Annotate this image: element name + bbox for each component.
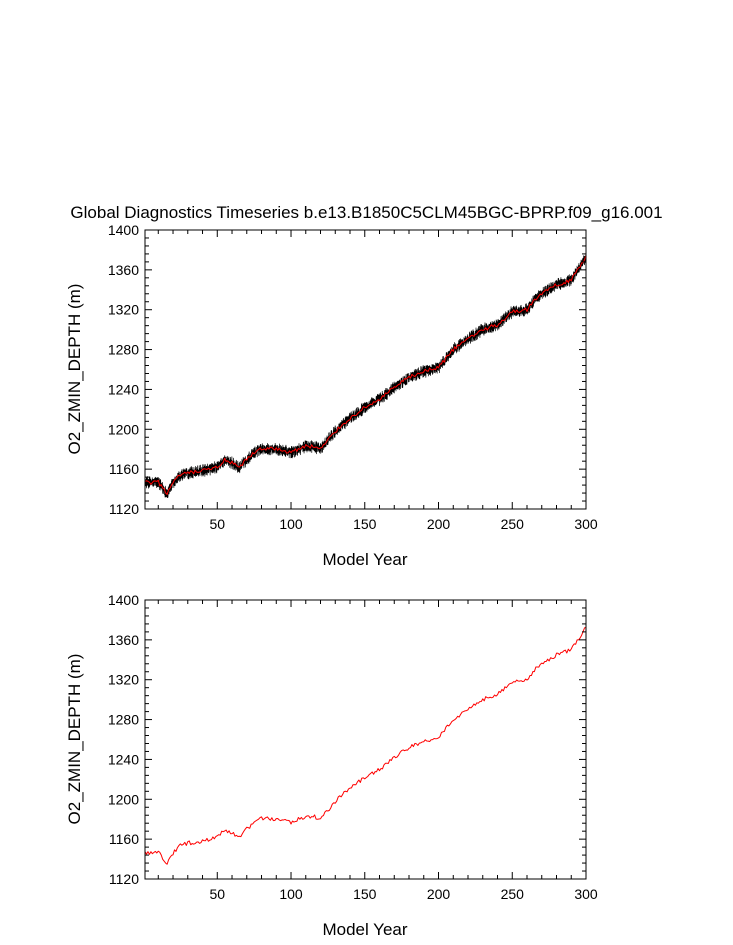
- top-panel: Model Year O2_ZMIN_DEPTH (m) 50 100 150 200…: [65, 222, 598, 569]
- bottom-xtick-label: 50: [209, 886, 225, 902]
- bottom-plot-frame: [144, 599, 587, 880]
- top-xtick-label: 250: [501, 516, 525, 532]
- bottom-ytick-label: 1240: [108, 751, 139, 767]
- bottom-xlabel: Model Year: [322, 920, 407, 939]
- top-xtick-label: 50: [209, 516, 225, 532]
- top-xlabel: Model Year: [322, 550, 407, 569]
- bottom-ytick-label: 1160: [109, 831, 139, 847]
- top-ytick-label: 1400: [108, 222, 139, 238]
- top-ytick-label: 1160: [109, 461, 139, 477]
- bottom-ytick-label: 1280: [108, 712, 139, 728]
- top-ytick-label: 1360: [108, 262, 139, 278]
- top-xtick-label: 100: [279, 516, 303, 532]
- bottom-xtick-label: 100: [279, 886, 303, 902]
- bottom-ytick-label: 1360: [108, 632, 139, 648]
- bottom-ytick-label: 1400: [108, 592, 139, 608]
- bottom-ytick-label: 1320: [108, 672, 139, 688]
- bottom-xtick-label: 200: [427, 886, 451, 902]
- top-plot-frame: [144, 229, 587, 510]
- top-ytick-label: 1280: [108, 342, 139, 358]
- bottom-ylabel: O2_ZMIN_DEPTH (m): [65, 654, 84, 825]
- bottom-ytick-label: 1200: [108, 791, 139, 807]
- top-xtick-label: 300: [574, 516, 598, 532]
- top-xtick-label: 150: [353, 516, 377, 532]
- bottom-xtick-label: 300: [574, 886, 598, 902]
- figure-title: Global Diagnostics Timeseries b.e13.B185…: [70, 203, 662, 222]
- top-ylabel: O2_ZMIN_DEPTH (m): [65, 284, 84, 455]
- bottom-series-annual-mean: [144, 627, 587, 865]
- bottom-xtick-label: 250: [501, 886, 525, 902]
- top-series-monthly: [144, 252, 587, 499]
- top-xtick-label: 200: [427, 516, 451, 532]
- top-ytick-label: 1320: [108, 302, 139, 318]
- top-series-annual-mean: [144, 254, 587, 495]
- bottom-ytick-label: 1120: [109, 871, 139, 887]
- top-ytick-label: 1240: [108, 381, 139, 397]
- top-ytick-label: 1120: [109, 501, 139, 517]
- bottom-xtick-label: 150: [353, 886, 377, 902]
- top-ytick-label: 1200: [108, 421, 139, 437]
- bottom-panel: Model Year O2_ZMIN_DEPTH (m) 50 100 150 200…: [65, 592, 598, 939]
